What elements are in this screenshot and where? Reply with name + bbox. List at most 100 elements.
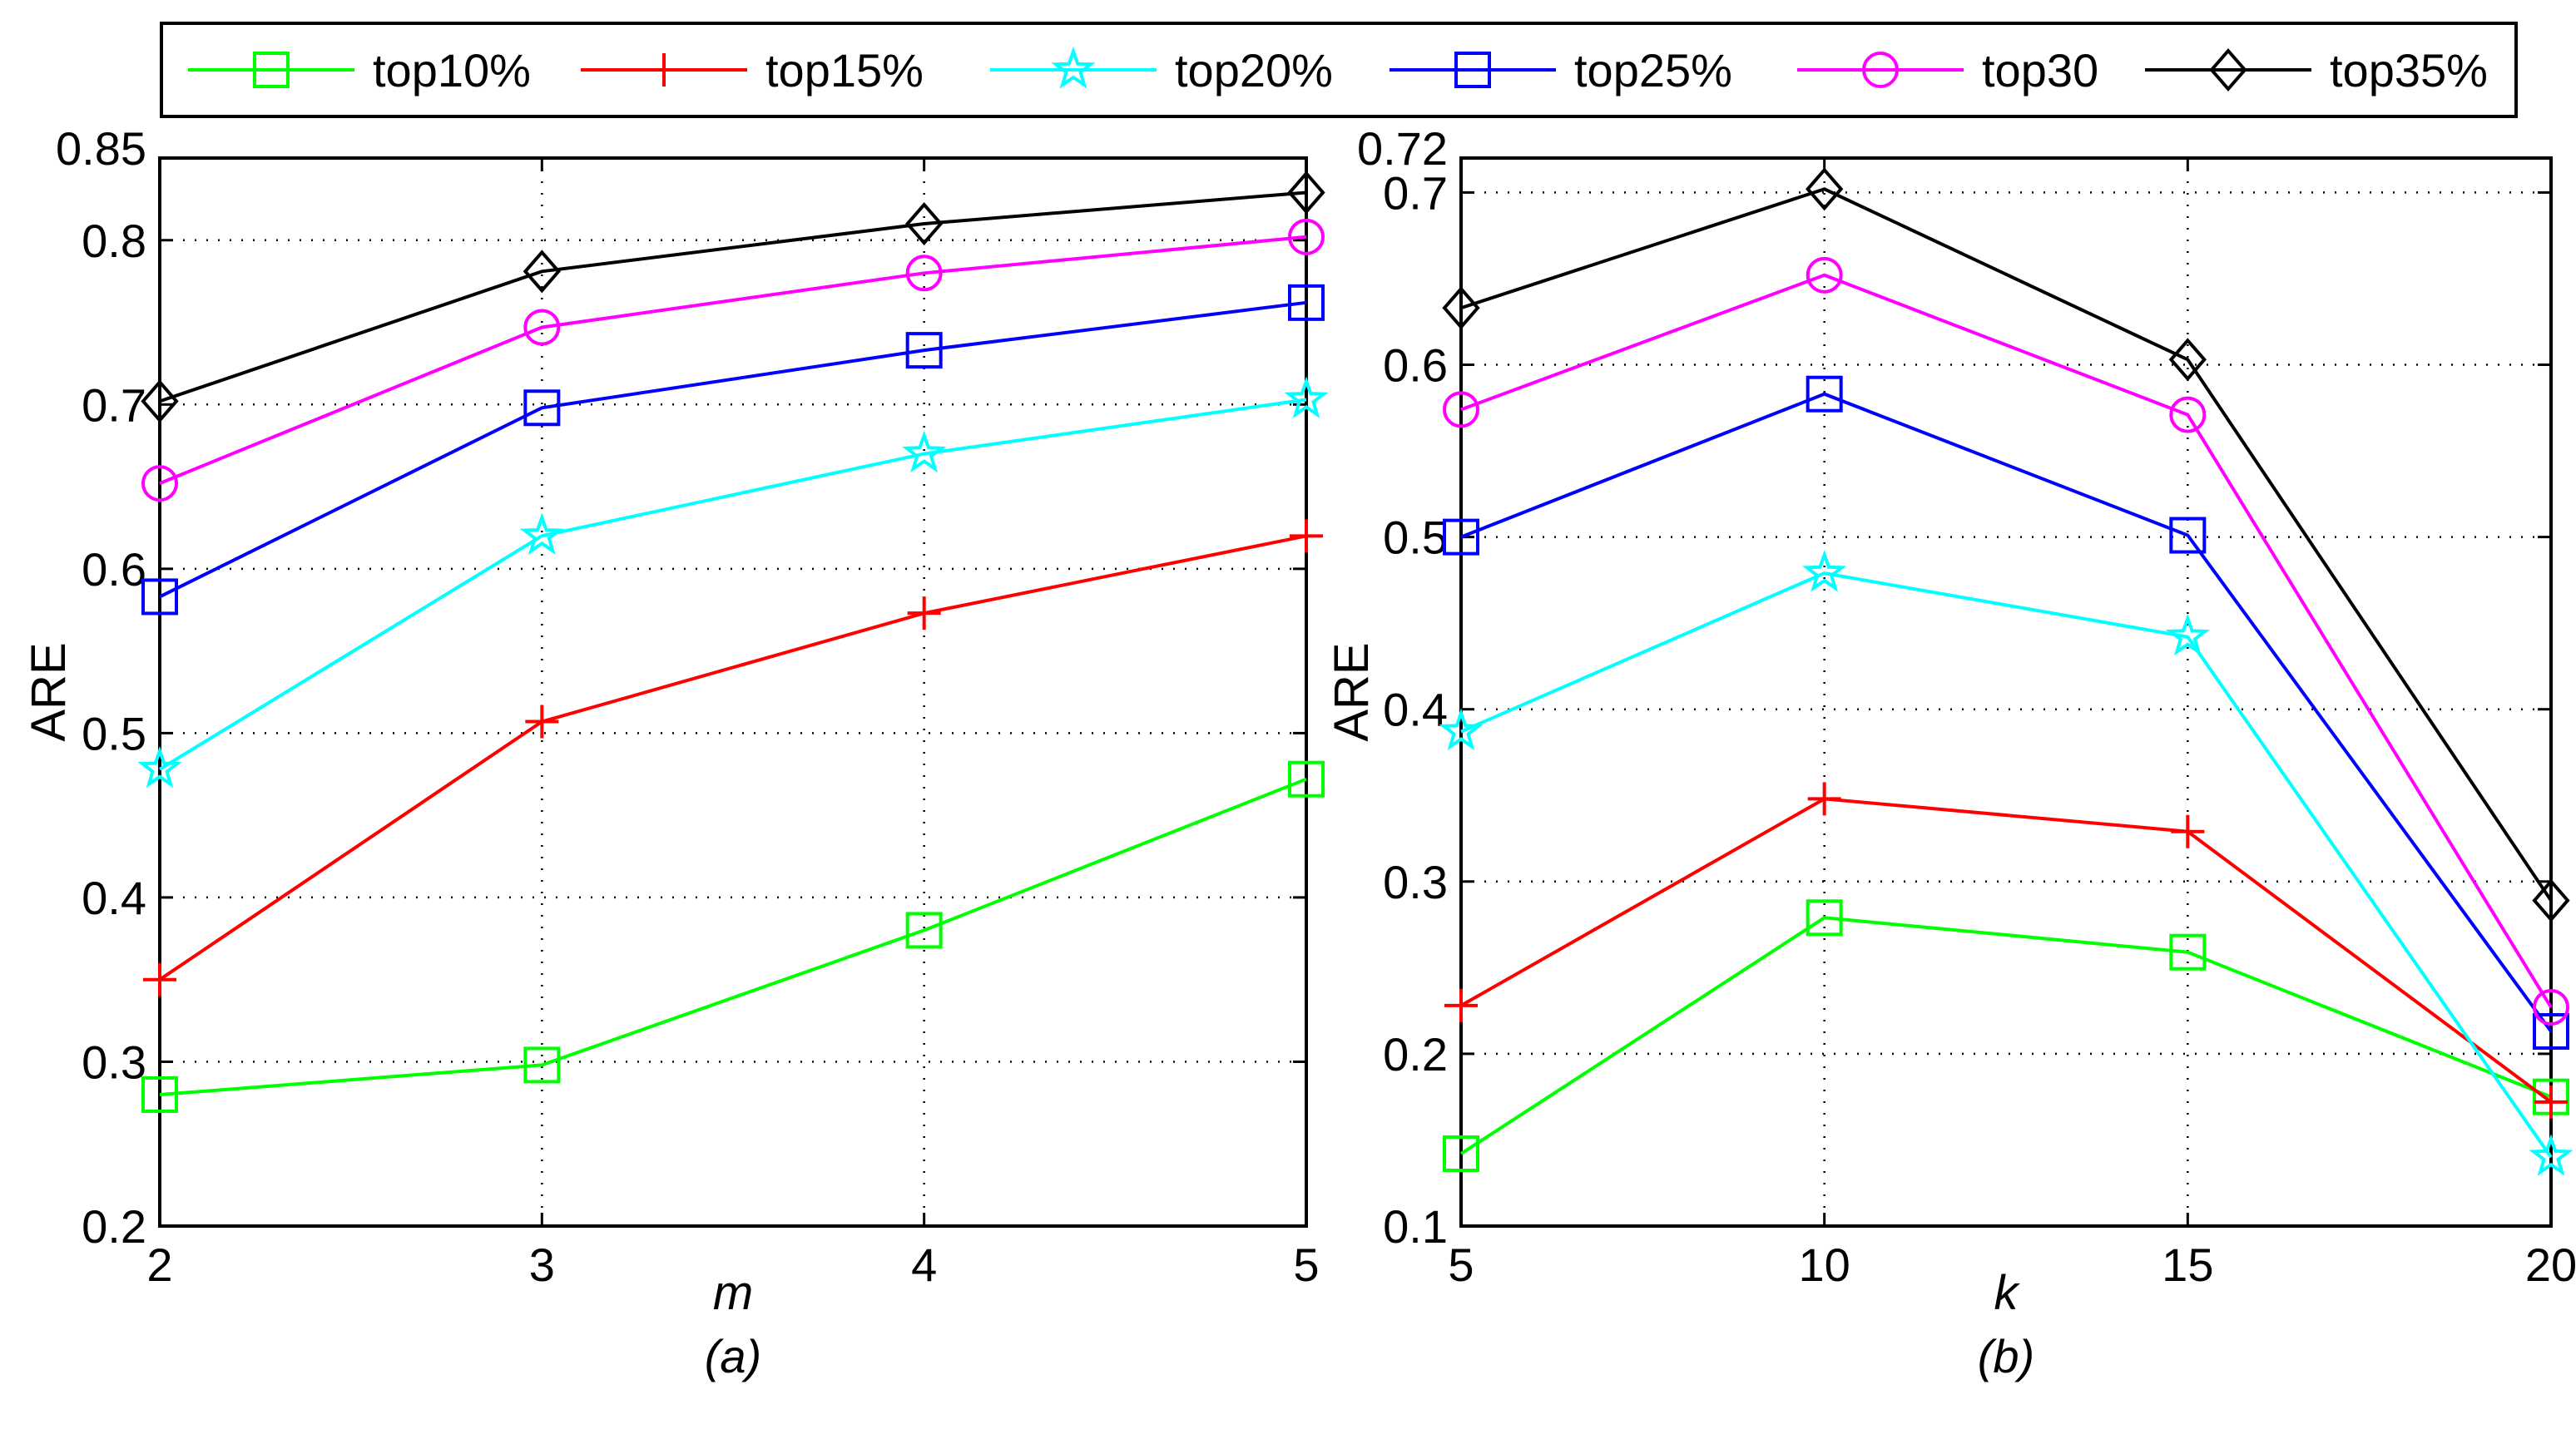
legend-box — [160, 22, 2518, 118]
data-point — [1807, 782, 1841, 816]
data-point — [141, 379, 179, 423]
data-point — [525, 705, 559, 739]
data-point — [519, 512, 564, 555]
series-line — [159, 190, 1307, 403]
data-point — [1288, 284, 1325, 321]
series-top15pct — [143, 519, 1323, 996]
data-point — [1806, 899, 1843, 937]
data-point — [2168, 338, 2207, 382]
chart-a: 2 3 4 5 0.2 0.3 0.4 0.5 0.6 0.7 0.8 0.85 ARE m (a) — [22, 122, 1329, 1382]
series-line — [1460, 187, 2553, 902]
y-tick-label: 0.6 — [82, 543, 146, 596]
y-tick-label: 0.5 — [1383, 512, 1448, 564]
series-line — [158, 398, 1307, 771]
data-point — [1287, 171, 1325, 215]
plot-frame — [1459, 156, 2553, 1228]
legend-item: top20% — [990, 44, 1333, 96]
data-point — [2534, 1085, 2568, 1119]
data-point — [905, 201, 944, 246]
grid — [160, 158, 1306, 1226]
y-tick-label: 0.4 — [1383, 684, 1448, 736]
legend-item: top10% — [188, 44, 531, 96]
legend-item: top25% — [1390, 44, 1732, 96]
x-tick-label: 4 — [911, 1239, 937, 1291]
y-tick-label: 0.1 — [1383, 1200, 1448, 1253]
legend-item: top30 — [1797, 44, 2098, 96]
data-point — [905, 332, 943, 369]
x-axis-label: k — [1994, 1266, 2021, 1320]
data-point — [2171, 814, 2205, 848]
data-point — [1806, 375, 1843, 413]
y-tick-label: 0.4 — [82, 872, 146, 924]
series-line — [158, 534, 1307, 982]
legend: top10% top15% top20% top25% top30 top35% — [160, 22, 2518, 118]
data-point — [1443, 518, 1479, 556]
series-top30 — [1443, 256, 2569, 1026]
data-point — [1806, 167, 1844, 211]
y-tick-label: 0.7 — [1383, 166, 1448, 219]
legend-marker — [253, 52, 290, 88]
chart-b: 5 10 15 20 0.1 0.2 0.3 0.4 0.5 0.6 0.70.72 ARE k (b) — [1325, 122, 2576, 1382]
series-top20pct — [1439, 550, 2574, 1176]
data-point — [2529, 1134, 2574, 1176]
legend-marker — [1454, 52, 1491, 88]
legend-marker — [2209, 47, 2247, 92]
y-tick-label: 0.7 — [82, 378, 146, 431]
legend-label: top25% — [1574, 44, 1732, 96]
series-line — [1460, 797, 2553, 1104]
legend-marker — [1051, 47, 1096, 89]
legend-marker — [647, 53, 681, 87]
data-point — [2532, 878, 2570, 922]
data-point — [902, 430, 947, 473]
data-point — [523, 309, 561, 346]
data-point — [2533, 988, 2569, 1026]
series-top15pct — [1444, 782, 2568, 1119]
legend-marker — [1862, 52, 1899, 88]
data-point — [141, 1076, 178, 1113]
data-point — [905, 255, 943, 292]
data-point — [141, 465, 178, 502]
legend-item: top15% — [581, 44, 924, 96]
x-tick-label: 20 — [2525, 1239, 2576, 1291]
legend-label: top30 — [1982, 44, 2098, 96]
plot-frame — [158, 156, 1308, 1228]
data-point — [1806, 256, 1843, 294]
x-tick-label: 5 — [1293, 1239, 1319, 1291]
data-point — [1284, 376, 1329, 418]
series-top10pct — [141, 760, 1325, 1113]
data-point — [2169, 396, 2207, 433]
data-point — [523, 389, 561, 427]
x-axis-label: m — [713, 1266, 753, 1320]
series-line — [1460, 392, 2553, 1033]
y-tick-label: 0.72 — [1357, 122, 1448, 175]
y-tick-label: 0.8 — [82, 215, 146, 267]
data-point — [2165, 613, 2210, 656]
subplot-label: (b) — [1978, 1330, 2034, 1382]
series-line — [1460, 571, 2553, 1159]
data-point — [1288, 760, 1325, 798]
series-top25pct — [1443, 375, 2569, 1050]
x-tick-label: 3 — [529, 1239, 555, 1291]
legend-label: top20% — [1175, 44, 1333, 96]
data-point — [1802, 550, 1847, 592]
data-point — [1442, 286, 1480, 330]
series-line — [1459, 916, 2552, 1155]
data-point — [143, 962, 176, 996]
series-top25pct — [141, 284, 1325, 616]
legend-label: top10% — [373, 44, 531, 96]
data-point — [1288, 218, 1325, 255]
y-tick-label: 0.5 — [82, 707, 146, 759]
y-tick-label: 0.85 — [56, 122, 146, 175]
data-point — [2169, 517, 2207, 554]
data-point — [2533, 1012, 2569, 1050]
data-point — [905, 912, 943, 949]
data-point — [1439, 708, 1484, 751]
series-top30 — [141, 218, 1325, 502]
legend-label: top35% — [2330, 44, 2488, 96]
data-point — [1443, 1135, 1479, 1173]
y-axis-label: ARE — [22, 642, 76, 741]
series-top10pct — [1443, 899, 2569, 1173]
series-top35pct — [1442, 167, 2570, 922]
y-tick-label: 0.2 — [1383, 1028, 1448, 1080]
